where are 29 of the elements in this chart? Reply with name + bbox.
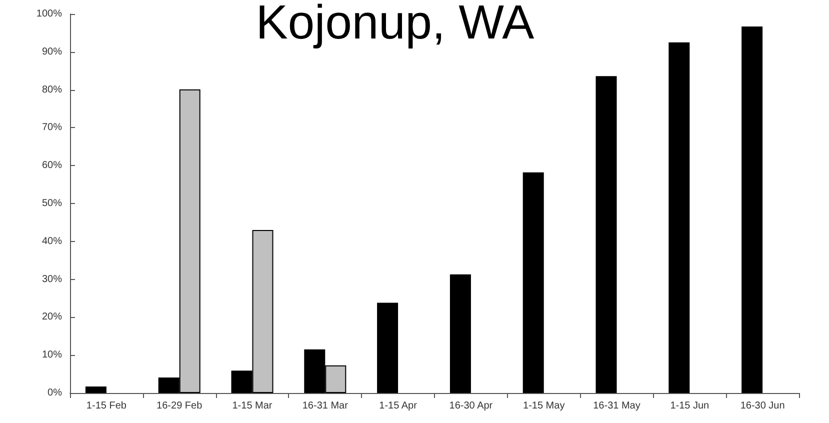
- bar: [377, 302, 398, 393]
- bar: [450, 274, 471, 393]
- y-tick-label: 10%: [42, 350, 62, 361]
- y-tick-label: 100%: [36, 8, 62, 20]
- y-tick-label: 40%: [42, 236, 62, 247]
- x-tick-label: 1-15 Mar: [232, 400, 273, 412]
- chart-title: Kojonup, WA: [256, 0, 534, 50]
- x-tick-label: 1-15 May: [523, 400, 565, 412]
- y-tick-label: 0%: [48, 388, 62, 398]
- x-tick-label: 1-15 Feb: [86, 400, 127, 412]
- bar: [522, 172, 544, 393]
- x-tick-label: 1-15 Apr: [379, 400, 418, 412]
- x-tick-label: 1-15 Jun: [670, 400, 710, 412]
- y-tick-label: 20%: [42, 312, 62, 323]
- y-tick-label: 60%: [42, 160, 62, 172]
- y-tick-label: 70%: [42, 122, 62, 134]
- x-tick-label: 16-30 Apr: [449, 400, 494, 412]
- y-tick-label: 80%: [42, 84, 62, 96]
- y-tick-label: 50%: [42, 198, 62, 209]
- x-tick-label: 16-30 Jun: [740, 400, 785, 412]
- bar: [85, 386, 106, 393]
- bar: [596, 76, 617, 393]
- x-tick-label: 16-31 May: [593, 400, 640, 412]
- y-tick-label: 90%: [42, 46, 62, 58]
- x-tick-label: 16-31 Mar: [302, 400, 349, 412]
- y-tick-label: 30%: [42, 274, 62, 285]
- bar: [742, 26, 763, 393]
- bar: [668, 42, 690, 393]
- x-tick-label: 16-29 Feb: [156, 400, 203, 412]
